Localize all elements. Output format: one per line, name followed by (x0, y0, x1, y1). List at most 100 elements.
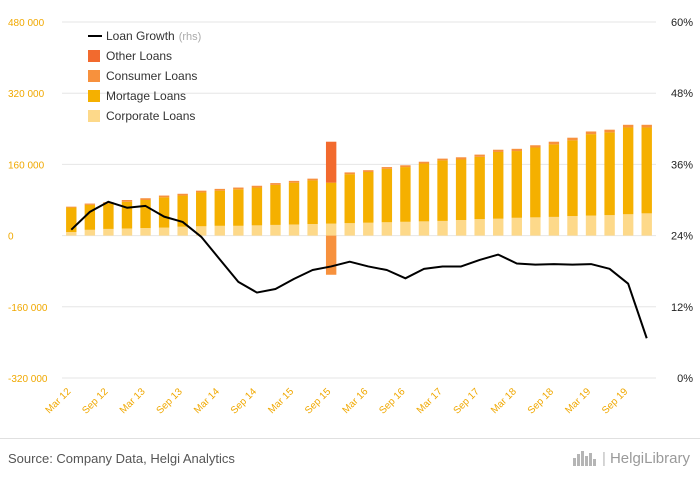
bar-mortage-loans (585, 134, 597, 216)
bar-consumer-loans (400, 165, 411, 168)
right-tick-label: 36% (671, 159, 693, 171)
bar-consumer-loans (567, 137, 578, 141)
bar-mortage-loans (437, 160, 448, 221)
bar-series (66, 124, 652, 275)
x-tick-label: Sep 12 (80, 386, 110, 416)
bar-consumer-loans (474, 154, 485, 157)
bar-corporate-loans (567, 216, 578, 236)
bar-consumer-loans (548, 141, 560, 145)
bar-corporate-loans (158, 227, 170, 236)
bar-mortage-loans (511, 151, 522, 218)
bar-mortage-loans (418, 163, 430, 222)
bar-consumer-loans (251, 185, 263, 188)
bar-consumer-loans (511, 148, 522, 152)
legend-item[interactable]: Consumer Loans (88, 69, 197, 83)
legend-box-swatch (88, 50, 100, 62)
bar-corporate-loans (437, 220, 448, 236)
x-tick-label: Mar 19 (563, 386, 593, 416)
bar-corporate-loans (455, 220, 467, 236)
legend-note: (rhs) (179, 31, 202, 43)
legend-label: Loan Growth (rhs) (106, 29, 201, 43)
bar-corporate-loans (381, 222, 393, 236)
source-note: Source: Company Data, Helgi Analytics (8, 451, 235, 466)
bar-corporate-loans (307, 224, 318, 236)
brand-separator: | (602, 449, 606, 467)
bar-consumer-loans (641, 124, 652, 128)
bar-corporate-loans (344, 223, 355, 236)
bar-other-loans (325, 141, 337, 183)
bar-mortage-loans (270, 184, 281, 225)
x-tick-label: Mar 17 (415, 386, 445, 416)
bar-corporate-loans (103, 228, 114, 236)
left-tick-label: -160 000 (8, 303, 48, 314)
bar-mortage-loans (363, 171, 374, 223)
bar-corporate-loans (251, 225, 263, 236)
bar-corporate-loans (493, 218, 504, 236)
bar-corporate-loans (177, 226, 188, 236)
bar-consumer-loans (177, 193, 188, 196)
x-tick-label: Mar 16 (341, 386, 371, 416)
legend-label: Corporate Loans (106, 109, 195, 123)
bar-consumer-loans (233, 187, 244, 190)
bar-consumer-loans (493, 149, 504, 152)
legend: Loan Growth (rhs) Other Loans Consumer Loan… (88, 29, 201, 123)
bar-mortage-loans (325, 182, 337, 224)
x-tick-label: Mar 12 (44, 386, 74, 416)
helgi-city-icon (573, 451, 597, 466)
line-series (70, 200, 648, 339)
x-tick-label: Sep 13 (155, 386, 185, 416)
x-tick-label: Sep 15 (303, 386, 333, 416)
legend-item[interactable]: Corporate Loans (88, 109, 195, 123)
legend-item[interactable]: Other Loans (88, 49, 172, 63)
bar-corporate-loans (196, 226, 207, 236)
bar-mortage-loans (307, 180, 318, 225)
bar-consumer-loans (604, 129, 615, 133)
line-loan-growth (70, 200, 648, 339)
bar-mortage-loans (455, 159, 467, 221)
grid-lines (62, 21, 656, 379)
x-tick-label: Mar 13 (118, 386, 148, 416)
bar-mortage-loans (641, 127, 652, 214)
brand-logo[interactable]: | HelgiLibrary (572, 449, 690, 467)
right-tick-label: 0% (677, 373, 693, 385)
bar-mortage-loans (400, 167, 411, 222)
bar-consumer-loans (344, 172, 355, 175)
x-tick-label: Mar 18 (489, 386, 519, 416)
bar-corporate-loans (270, 224, 281, 236)
bar-consumer-loans (381, 167, 393, 169)
bar-corporate-loans (641, 213, 652, 236)
x-tick-label: Mar 15 (266, 386, 296, 416)
bar-mortage-loans (530, 147, 541, 218)
left-axis-ticks: 480 000 320 000 160 000 0 -160 000 -320 000 (8, 18, 48, 385)
bar-consumer-loans (307, 178, 318, 181)
bar-consumer-loans (418, 161, 430, 164)
bar-consumer-loans (455, 157, 467, 160)
bar-mortage-loans (177, 195, 188, 227)
bar-corporate-loans (622, 214, 634, 236)
left-tick-label: 480 000 (8, 18, 45, 29)
bar-corporate-loans (84, 229, 96, 236)
left-tick-label: -320 000 (8, 374, 48, 385)
bar-consumer-loans (622, 124, 634, 128)
bar-corporate-loans (530, 217, 541, 236)
bar-mortage-loans (622, 127, 634, 215)
bar-mortage-loans (548, 144, 560, 217)
bar-mortage-loans (140, 200, 151, 229)
legend-item[interactable]: Loan Growth (rhs) (88, 29, 201, 43)
legend-item[interactable]: Mortage Loans (88, 89, 186, 103)
bar-corporate-loans (140, 228, 151, 236)
bar-mortage-loans (474, 156, 485, 220)
bar-corporate-loans (548, 216, 560, 236)
bar-consumer-loans (437, 158, 448, 161)
bar-consumer-loans (363, 170, 374, 172)
right-tick-label: 48% (671, 88, 693, 100)
legend-box-swatch (88, 90, 100, 102)
brand-name: HelgiLibrary (609, 449, 690, 467)
x-tick-label: Mar 14 (192, 386, 222, 416)
legend-label: Other Loans (106, 49, 172, 63)
left-tick-label: 320 000 (8, 89, 45, 100)
bar-corporate-loans (604, 215, 615, 236)
legend-box-swatch (88, 70, 100, 82)
bar-consumer-loans (214, 188, 225, 191)
